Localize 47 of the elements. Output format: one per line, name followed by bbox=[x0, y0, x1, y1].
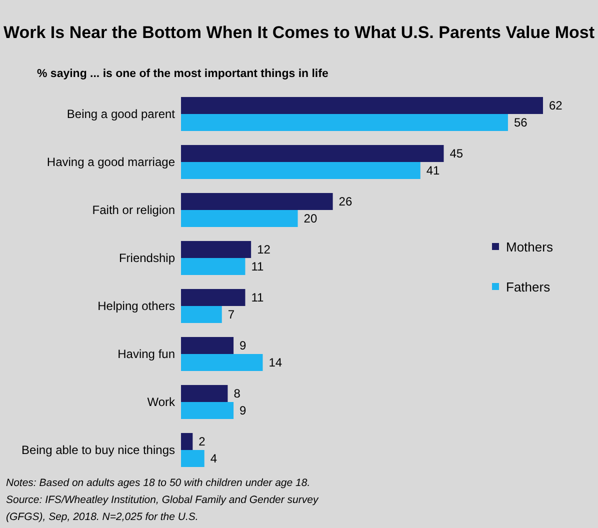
data-label: 11 bbox=[251, 260, 264, 274]
bar bbox=[181, 162, 420, 179]
bar bbox=[181, 433, 193, 450]
bar bbox=[181, 289, 246, 306]
bar bbox=[181, 306, 222, 323]
y-tick-label: Faith or religion bbox=[92, 203, 175, 217]
data-label: 9 bbox=[240, 404, 247, 418]
data-label: 2 bbox=[198, 434, 206, 448]
data-label: 7 bbox=[228, 308, 235, 322]
chart-title: Work Is Near the Bottom When It Comes to What U.S. Parents Value Most bbox=[4, 23, 595, 42]
data-label: 9 bbox=[240, 338, 247, 352]
y-tick-label: Being able to buy nice things bbox=[22, 443, 175, 457]
bar bbox=[181, 354, 263, 371]
data-label: 8 bbox=[234, 386, 241, 400]
y-tick-label: Helping others bbox=[98, 299, 175, 313]
y-tick-label: Work bbox=[147, 395, 176, 409]
source-note: Source: IFS/Wheatley Institution, Global Family and Gender survey bbox=[6, 494, 319, 506]
bar bbox=[181, 193, 333, 210]
text: Notes: Based on adults ages 18 to 50 with children under age 18. bbox=[6, 477, 310, 489]
legend-label: Fathers bbox=[506, 280, 551, 294]
bar bbox=[181, 97, 543, 114]
bar bbox=[181, 241, 252, 258]
bar bbox=[181, 145, 444, 162]
data-label: 12 bbox=[257, 242, 271, 256]
text: (GFGS), Sep, 2018. N=2,025 for the U.S. bbox=[6, 511, 198, 523]
bar bbox=[181, 114, 508, 131]
bar bbox=[181, 385, 228, 402]
data-label: 20 bbox=[304, 212, 318, 226]
bar bbox=[181, 210, 298, 227]
bar bbox=[181, 450, 204, 467]
chart-subtitle: % saying ... is one of the most important things in life bbox=[37, 68, 328, 80]
y-tick-label: Having fun bbox=[118, 347, 175, 361]
y-tick-label: Being a good parent bbox=[66, 107, 176, 121]
data-label: 11 bbox=[251, 290, 264, 304]
data-label: 45 bbox=[450, 146, 464, 160]
data-label: 14 bbox=[268, 356, 282, 370]
data-label: 4 bbox=[210, 452, 218, 466]
y-tick-label: Friendship bbox=[118, 251, 176, 265]
data-label: 26 bbox=[338, 194, 352, 208]
bar bbox=[181, 402, 234, 419]
data-label: 56 bbox=[514, 116, 528, 130]
data-label: 62 bbox=[549, 98, 563, 112]
bar bbox=[181, 258, 246, 275]
bar bbox=[181, 337, 234, 354]
legend-label: Mothers bbox=[506, 240, 554, 254]
y-tick-label: Having a good marriage bbox=[46, 155, 176, 169]
data-label: 41 bbox=[426, 164, 440, 178]
